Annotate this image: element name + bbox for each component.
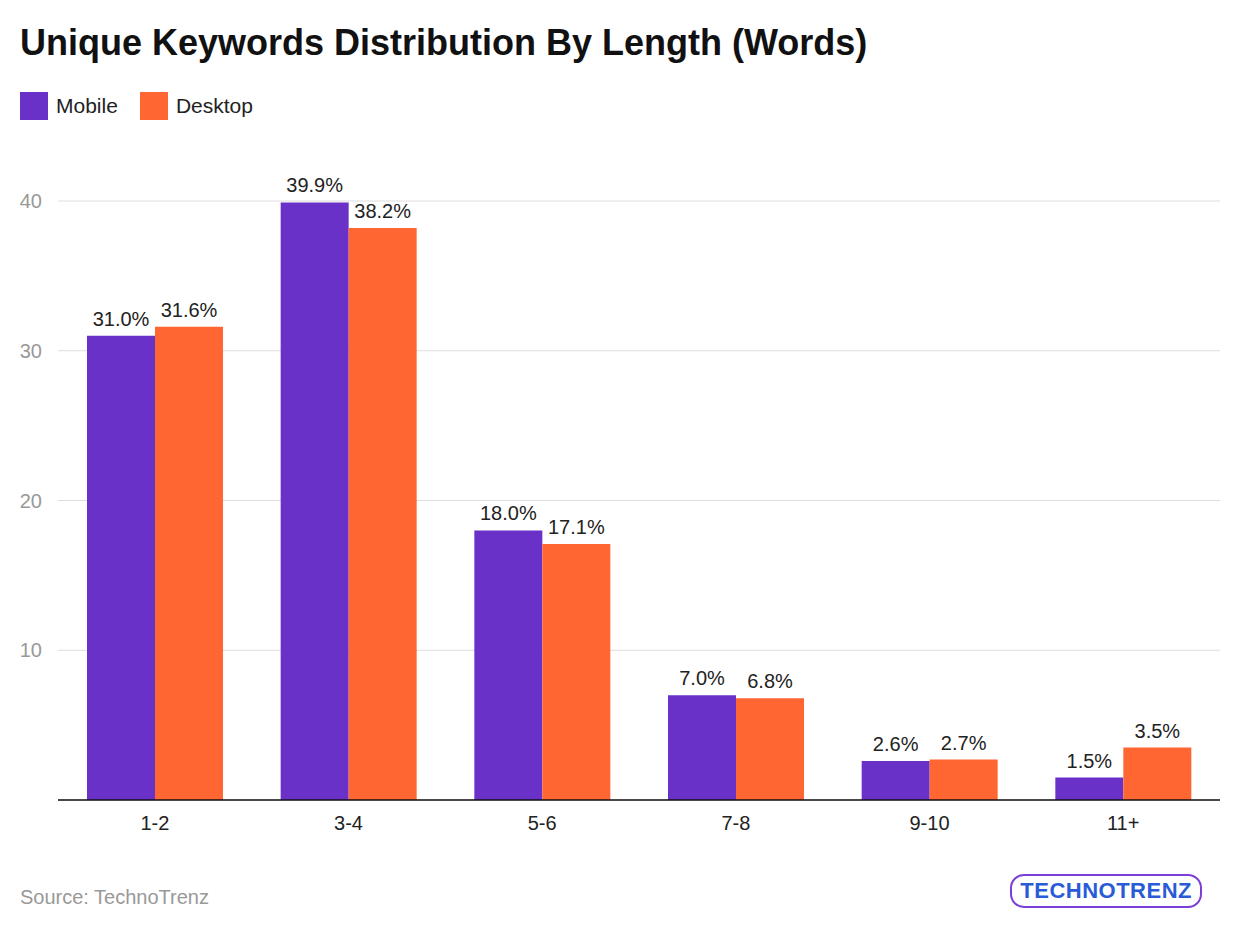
svg-text:11+: 11+ [1107, 812, 1139, 834]
svg-text:40: 40 [20, 190, 42, 212]
svg-text:7-8: 7-8 [721, 812, 750, 834]
svg-text:39.9%: 39.9% [286, 174, 343, 196]
html-text:Mobile: Mobile [56, 94, 118, 117]
svg-text:1.5%: 1.5% [1067, 750, 1113, 772]
svg-text:2.6%: 2.6% [873, 733, 919, 755]
svg-text:18.0%: 18.0% [480, 502, 537, 524]
svg-text:1-2: 1-2 [140, 812, 169, 834]
svg-text:2.7%: 2.7% [941, 732, 987, 754]
html-text:TECHNOTRENZ: TECHNOTRENZ [1020, 878, 1192, 903]
svg-text:20: 20 [20, 490, 42, 512]
svg-text:31.0%: 31.0% [93, 308, 150, 330]
html-text:Source: TechnoTrenz: Source: TechnoTrenz [20, 886, 209, 908]
svg-text:10: 10 [20, 639, 42, 661]
svg-text:3.5%: 3.5% [1135, 720, 1181, 742]
svg-text:17.1%: 17.1% [548, 516, 605, 538]
svg-text:6.8%: 6.8% [747, 670, 793, 692]
svg-text:3-4: 3-4 [334, 812, 363, 834]
svg-text:9-10: 9-10 [909, 812, 949, 834]
svg-text:5-6: 5-6 [528, 812, 557, 834]
svg-text:31.6%: 31.6% [161, 299, 218, 321]
svg-text:38.2%: 38.2% [354, 200, 411, 222]
html-text:Unique Keywords Distribution B: Unique Keywords Distribution By Length (… [20, 22, 868, 63]
svg-text:30: 30 [20, 340, 42, 362]
html-text:Desktop: Desktop [175, 94, 253, 117]
svg-text:7.0%: 7.0% [679, 667, 725, 689]
